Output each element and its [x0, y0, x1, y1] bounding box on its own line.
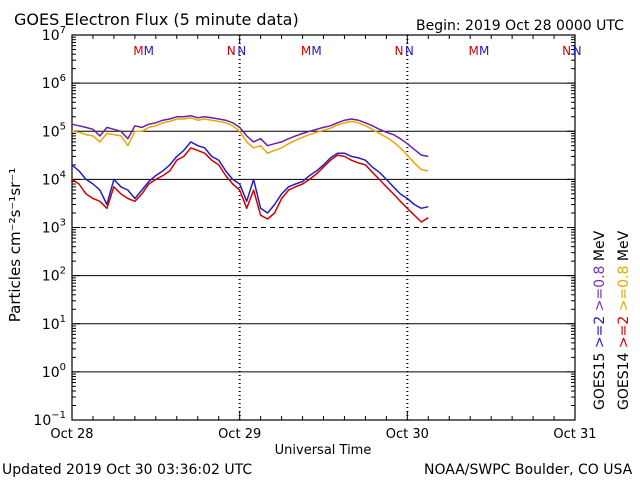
begin-label: Begin: 2019 Oct 28 0000 UTC [416, 18, 624, 34]
y-tick-label: 105 [42, 121, 66, 140]
x-tick-label: Oct 28 [50, 427, 93, 442]
legend-column: GOES14 >=2 >=0.8 MeV [616, 230, 632, 410]
series-line [71, 117, 429, 172]
event-marker: M [469, 44, 479, 58]
y-tick-label: 10−1 [33, 410, 66, 429]
event-marker: N [562, 44, 571, 58]
event-marker: N [394, 44, 403, 58]
legend-column: GOES15 >=2 >=0.8 MeV [592, 230, 608, 410]
y-axis: 10−1 100 101 102 103 104 105 106 107 [33, 25, 575, 429]
legend: GOES15 >=2 >=0.8 MeV GOES14 >=2 >=0.8 MeV [592, 230, 632, 410]
y-tick-label: 102 [42, 266, 66, 285]
x-tick-label: Oct 29 [218, 427, 261, 442]
footer-source: NOAA/SWPC Boulder, CO USA [424, 462, 633, 478]
event-marker: M [479, 44, 489, 58]
x-tick-label: Oct 30 [386, 427, 429, 442]
legend-entry: GOES15 >=2 >=0.8 MeV [592, 230, 608, 410]
event-marker: N [237, 44, 246, 58]
event-marker: M [301, 44, 311, 58]
gridlines [72, 82, 575, 373]
event-marker: M [311, 44, 321, 58]
event-marker: N [405, 44, 414, 58]
y-tick-label: 104 [42, 169, 66, 188]
y-tick-label: 101 [42, 314, 66, 333]
x-axis: Oct 28 Oct 29 Oct 30 Oct 31 [50, 35, 597, 442]
event-marker: M [133, 44, 143, 58]
event-marker: M [144, 44, 154, 58]
y-tick-label: 106 [42, 73, 66, 92]
series-lines [71, 114, 429, 223]
event-marker: N [227, 44, 236, 58]
series-line [71, 147, 429, 223]
event-marker: N [573, 44, 582, 58]
legend-entry: GOES14 >=2 >=0.8 MeV [616, 230, 632, 410]
y-axis-label: Particles cm⁻²s⁻¹sr⁻¹ [6, 168, 24, 322]
y-tick-label: 100 [42, 362, 66, 381]
series-line [71, 141, 429, 214]
y-tick-label: 107 [42, 25, 66, 44]
chart-title: GOES Electron Flux (5 minute data) [14, 10, 299, 29]
y-tick-label: 103 [42, 218, 66, 237]
x-tick-label: Oct 31 [553, 427, 596, 442]
footer-updated: Updated 2019 Oct 30 03:36:02 UTC [2, 462, 252, 478]
x-axis-label: Universal Time [275, 443, 372, 458]
day-separators [238, 35, 409, 420]
series-line [71, 114, 429, 158]
